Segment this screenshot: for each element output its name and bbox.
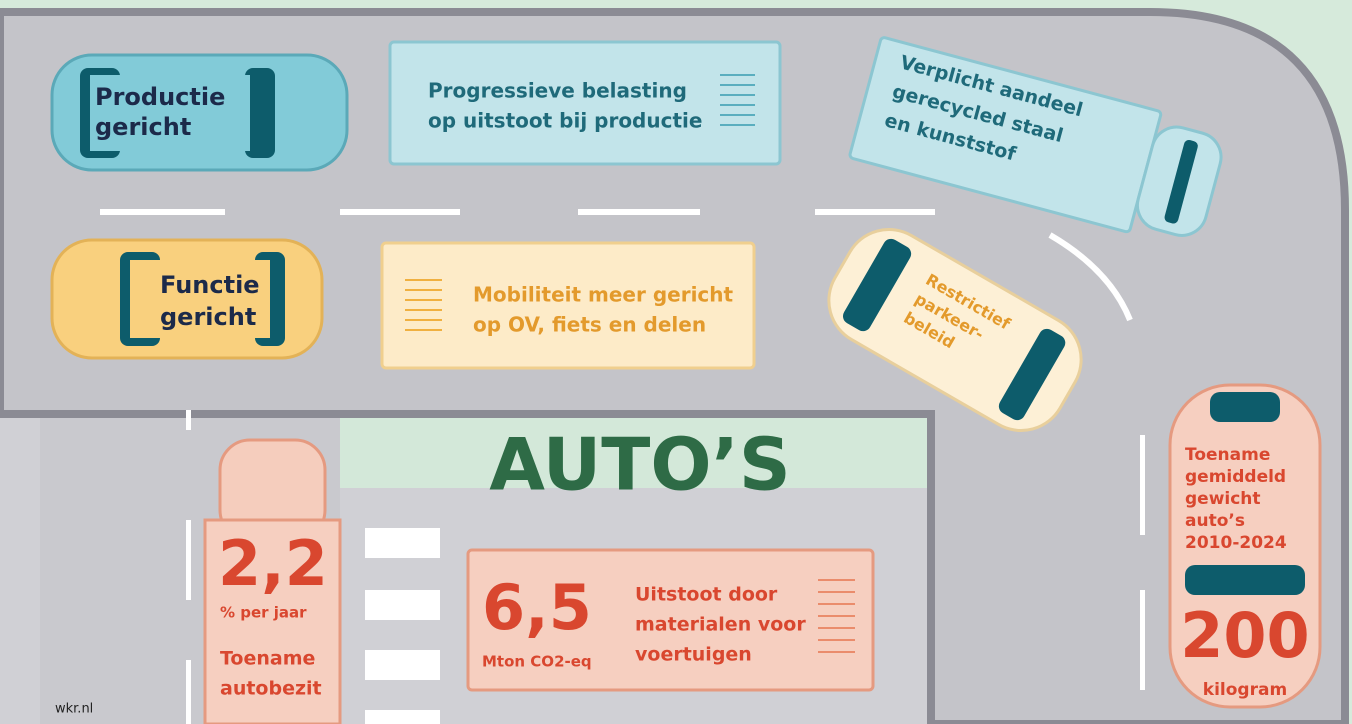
figure: 2,2 (218, 527, 328, 600)
figure: 6,5 (482, 571, 592, 644)
label: gemiddeld (1185, 467, 1286, 487)
label: Functie (160, 271, 260, 299)
figure: 200 (1180, 599, 1309, 672)
label: Productie (95, 83, 225, 111)
source: wkr.nl (55, 702, 93, 717)
car (52, 240, 322, 358)
title: AUTO’S (489, 423, 791, 507)
infographic: Productie gericht Progressieve belasting… (0, 0, 1352, 724)
label: op uitstoot bij productie (428, 109, 702, 133)
label: Mobiliteit meer gericht (473, 283, 734, 307)
label: Uitstoot door (635, 584, 778, 606)
label: Progressieve belasting (428, 79, 687, 103)
label: gewicht (1185, 489, 1261, 509)
label: Toename (220, 648, 315, 670)
unit: kilogram (1203, 680, 1287, 700)
truck (390, 42, 780, 164)
label: materialen voor (635, 614, 806, 636)
label: op OV, fiets en delen (473, 313, 706, 337)
label: gericht (95, 113, 191, 141)
label: Toename (1185, 445, 1270, 465)
label: 2010-2024 (1185, 533, 1287, 553)
label: gericht (160, 303, 256, 331)
label: auto’s (1185, 511, 1245, 531)
unit: Mton CO2-eq (482, 653, 592, 671)
label: voertuigen (635, 644, 752, 666)
label: autobezit (220, 678, 322, 700)
unit: % per jaar (220, 604, 307, 622)
